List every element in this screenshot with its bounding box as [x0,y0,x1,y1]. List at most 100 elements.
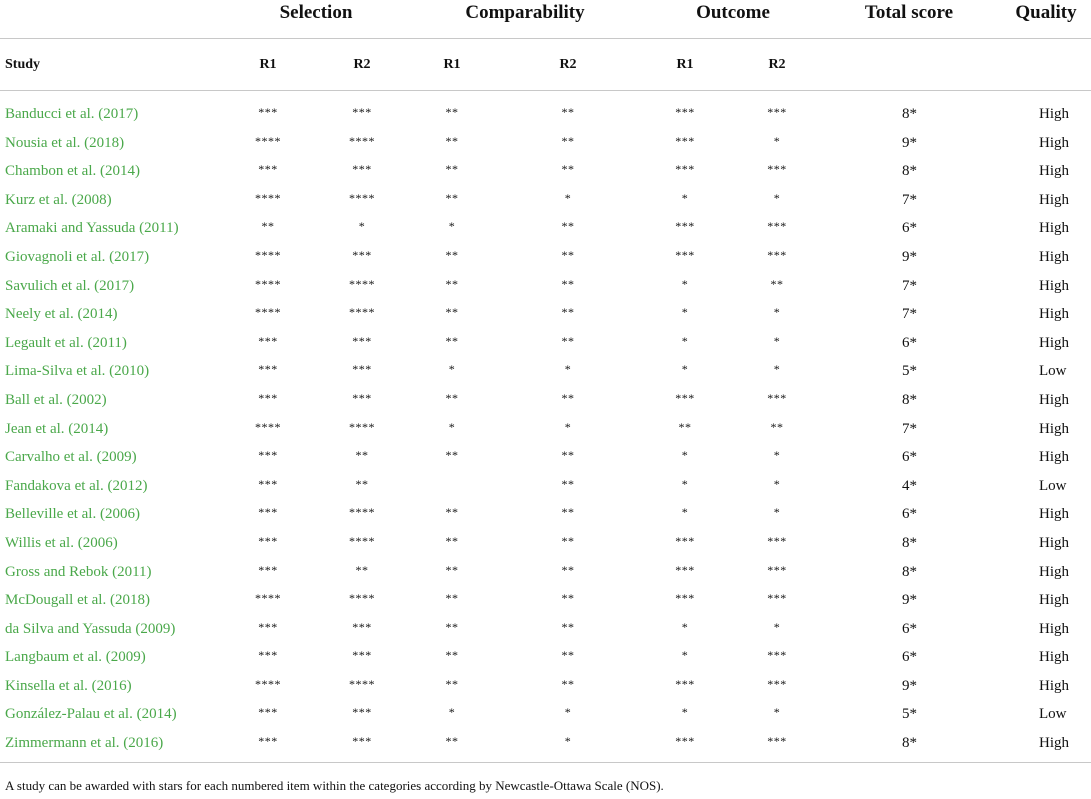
study-link[interactable]: Aramaki and Yassuda (2011) [5,220,179,237]
selection-r2-cell: ** [355,476,369,491]
selection-r1-cell: *** [258,533,278,548]
study-link[interactable]: Nousia et al. (2018) [5,134,125,151]
table-row: Carvalho et al. (2009) *** ** ** ** * * 6* High [0,443,1091,472]
comparability-r1-cell: ** [445,591,459,606]
study-link[interactable]: Giovagnoli et al. (2017) [5,248,150,265]
quality-cell: High [1039,620,1069,637]
total-score-cell: 6* [902,334,917,351]
total-score-cell: 9* [902,677,917,694]
outcome-r1-cell: * [681,476,689,491]
comparability-r2-cell: ** [561,476,575,491]
outcome-r1-cell: * [681,305,689,320]
study-link[interactable]: Gross and Rebok (2011) [5,563,152,580]
study-link[interactable]: Chambon et al. (2014) [5,163,140,180]
comparability-r2-cell: ** [561,219,575,234]
outcome-r1-cell: * [681,448,689,463]
selection-r1-cell: *** [258,362,278,377]
selection-r2-cell: **** [349,419,375,434]
study-link[interactable]: Fandakova et al. (2012) [5,477,148,494]
table-row: Legault et al. (2011) *** *** ** ** * * 6* High [0,329,1091,358]
outcome-r2-cell: * [773,190,781,205]
comparability-r2-cell: ** [561,505,575,520]
study-link[interactable]: Belleville et al. (2006) [5,506,140,523]
table-row: Belleville et al. (2006) *** **** ** ** * * 6* H… [0,500,1091,529]
study-link[interactable]: Legault et al. (2011) [5,334,127,351]
comparability-r2-cell: ** [561,276,575,291]
outcome-r2-cell: *** [767,591,787,606]
quality-cell: High [1039,649,1069,666]
outcome-r2-cell: * [773,619,781,634]
study-link[interactable]: Willis et al. (2006) [5,534,118,551]
header-quality: Quality [1015,2,1077,23]
outcome-r1-cell: * [681,619,689,634]
table-row: Langbaum et al. (2009) *** *** ** ** * *** 6* Hi… [0,643,1091,672]
outcome-r2-cell: * [773,705,781,720]
selection-r1-cell: **** [255,133,281,148]
quality-cell: High [1039,563,1069,580]
table-footnote: A study can be awarded with stars for ea… [5,778,664,793]
comparability-r1-cell: * [448,419,456,434]
study-link[interactable]: González-Palau et al. (2014) [5,706,177,723]
table-row: da Silva and Yassuda (2009) *** *** ** ** * * 6… [0,615,1091,644]
outcome-r1-cell: * [681,505,689,520]
subheader-outcome-r1: R1 [676,57,694,72]
study-link[interactable]: Jean et al. (2014) [5,420,109,437]
study-link[interactable]: Carvalho et al. (2009) [5,449,137,466]
selection-r2-cell: *** [352,705,372,720]
study-link[interactable]: Langbaum et al. (2009) [5,649,146,666]
selection-r1-cell: *** [258,734,278,749]
table-row: Gross and Rebok (2011) *** ** ** ** *** *** 8* H… [0,558,1091,587]
selection-r1-cell: **** [255,190,281,205]
table-row: Fandakova et al. (2012) *** ** ** * * 4* Low [0,472,1091,501]
outcome-r1-cell: *** [675,219,695,234]
selection-r2-cell: **** [349,676,375,691]
selection-r2-cell: ** [355,562,369,577]
selection-r1-cell: **** [255,247,281,262]
header-outcome: Outcome [696,2,770,23]
selection-r1-cell: *** [258,705,278,720]
selection-r2-cell: **** [349,276,375,291]
total-score-cell: 8* [902,735,917,752]
study-link[interactable]: McDougall et al. (2018) [5,592,150,609]
study-link[interactable]: Savulich et al. (2017) [5,277,135,294]
table-row: Ball et al. (2002) *** *** ** ** *** *** 8* High [0,386,1091,415]
comparability-r2-cell: * [564,190,572,205]
header-comparability: Comparability [465,2,585,23]
selection-r1-cell: *** [258,476,278,491]
total-score-cell: 9* [902,134,917,151]
quality-cell: High [1039,506,1069,523]
selection-r1-cell: **** [255,591,281,606]
total-score-cell: 4* [902,477,917,494]
selection-r2-cell: **** [349,305,375,320]
study-link[interactable]: Kurz et al. (2008) [5,191,112,208]
selection-r1-cell: *** [258,105,278,119]
outcome-r1-cell: *** [675,676,695,691]
quality-cell: High [1039,306,1069,323]
study-link[interactable]: Zimmermann et al. (2016) [5,735,164,752]
selection-r1-cell: *** [258,505,278,520]
comparability-r1-cell: ** [445,648,459,663]
selection-r1-cell: *** [258,333,278,348]
comparability-r1-cell: ** [445,676,459,691]
quality-cell: High [1039,334,1069,351]
subheader-selection-r2: R2 [353,57,371,72]
study-link[interactable]: da Silva and Yassuda (2009) [5,620,176,637]
table-row: Aramaki and Yassuda (2011) ** * * ** *** *** 6*… [0,214,1091,243]
subheader-comparability-r2: R2 [559,57,577,72]
study-link[interactable]: Kinsella et al. (2016) [5,677,132,694]
total-score-cell: 6* [902,220,917,237]
study-link[interactable]: Ball et al. (2002) [5,391,107,408]
comparability-r2-cell: ** [561,105,575,119]
comparability-r1-cell: ** [445,619,459,634]
outcome-r2-cell: ** [770,276,784,291]
study-link[interactable]: Lima-Silva et al. (2010) [5,363,150,380]
selection-r1-cell: *** [258,390,278,405]
study-link[interactable]: Banducci et al. (2017) [5,106,139,122]
total-score-cell: 7* [902,420,917,437]
outcome-r2-cell: *** [767,162,787,177]
outcome-r2-cell: *** [767,734,787,749]
study-link[interactable]: Neely et al. (2014) [5,306,118,323]
table-row: Zimmermann et al. (2016) *** *** ** * *** *** 8… [0,729,1091,758]
outcome-r1-cell: *** [675,162,695,177]
table-row: Neely et al. (2014) **** **** ** ** * * 7* High [0,300,1091,329]
